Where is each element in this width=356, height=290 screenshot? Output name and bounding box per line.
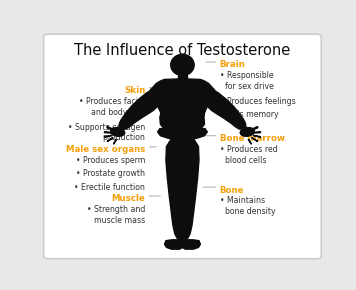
Text: • Prostate growth: • Prostate growth xyxy=(76,169,145,178)
Text: • Supports collagen
  production: • Supports collagen production xyxy=(68,123,145,142)
Polygon shape xyxy=(178,75,187,81)
Polygon shape xyxy=(107,126,114,130)
Polygon shape xyxy=(252,138,258,142)
Text: • Erectile function: • Erectile function xyxy=(74,183,145,192)
Polygon shape xyxy=(104,135,112,137)
Text: Skin: Skin xyxy=(124,86,145,95)
Polygon shape xyxy=(252,132,261,133)
Text: • Produces feelings: • Produces feelings xyxy=(220,97,295,106)
FancyBboxPatch shape xyxy=(44,34,321,259)
Polygon shape xyxy=(180,240,200,249)
Ellipse shape xyxy=(171,54,194,76)
Text: Male sex organs: Male sex organs xyxy=(66,145,145,154)
Ellipse shape xyxy=(240,128,254,136)
Polygon shape xyxy=(183,139,199,240)
Polygon shape xyxy=(107,138,113,142)
Text: The Influence of Testosterone: The Influence of Testosterone xyxy=(74,43,290,58)
Polygon shape xyxy=(149,79,216,133)
Text: Bone: Bone xyxy=(220,186,244,195)
Polygon shape xyxy=(253,135,261,137)
Polygon shape xyxy=(119,86,161,129)
Text: • Maintains
  bone density: • Maintains bone density xyxy=(220,196,275,216)
Text: • Responsible
  for sex drive: • Responsible for sex drive xyxy=(220,71,273,91)
Polygon shape xyxy=(164,240,185,249)
Polygon shape xyxy=(204,86,246,129)
Polygon shape xyxy=(158,128,207,140)
Polygon shape xyxy=(104,132,112,133)
Text: Bone marrow: Bone marrow xyxy=(220,134,285,143)
Polygon shape xyxy=(248,139,251,144)
Text: • Produces sperm: • Produces sperm xyxy=(76,156,145,165)
Text: • Produces red
  blood cells: • Produces red blood cells xyxy=(220,145,277,165)
Polygon shape xyxy=(114,139,117,144)
Polygon shape xyxy=(251,126,258,130)
Ellipse shape xyxy=(111,128,125,136)
Text: Muscle: Muscle xyxy=(111,195,145,204)
Text: • Strength and
  muscle mass: • Strength and muscle mass xyxy=(87,205,145,225)
Text: Brain: Brain xyxy=(220,61,245,70)
Text: • Produces facial
  and body hair: • Produces facial and body hair xyxy=(79,97,145,117)
Text: • Aids memory: • Aids memory xyxy=(220,110,278,119)
Polygon shape xyxy=(166,139,183,240)
